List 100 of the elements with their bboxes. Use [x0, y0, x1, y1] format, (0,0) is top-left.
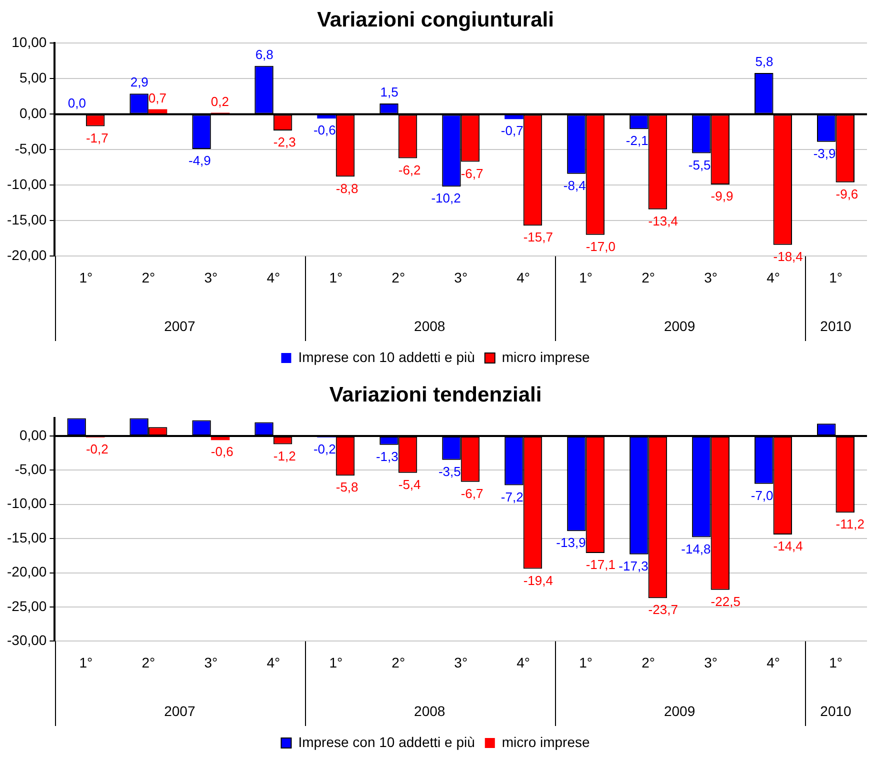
data-label: 0,7	[148, 90, 166, 106]
y-tick-label: -10,00	[6, 495, 47, 512]
data-label: -2,1	[626, 133, 648, 148]
data-label: -18,4	[773, 248, 803, 264]
data-label: -8,4	[563, 178, 586, 193]
x-tick-label: 1°	[79, 269, 93, 286]
data-label: -0,6	[313, 122, 336, 138]
x-tick-label: 1°	[829, 654, 842, 670]
x-tick-label: 4°	[516, 654, 530, 670]
x-tick-label: 4°	[266, 654, 280, 670]
chart-title: Variazioni congiunturali	[317, 8, 554, 32]
y-tick-label: -5,00	[14, 140, 47, 157]
data-label: -6,7	[460, 486, 484, 501]
x-tick-label: 4°	[766, 654, 780, 670]
data-label: -2,3	[273, 134, 296, 150]
data-label: -1,3	[376, 448, 398, 464]
text: 2007	[164, 702, 196, 719]
x-tick-label: 1°	[79, 654, 93, 670]
x-tick-label: 4°	[516, 269, 530, 286]
x-tick-label: 3°	[204, 269, 218, 286]
data-label: -6,2	[398, 162, 421, 178]
legend-label: Imprese con 10 addetti e più	[298, 734, 475, 750]
data-label: -13,9	[556, 535, 586, 550]
data-label: -22,5	[710, 594, 740, 609]
text: 2009	[664, 702, 696, 719]
data-label: -9,6	[836, 186, 858, 202]
y-tick-label: 0,00	[19, 105, 47, 122]
legend-label: Imprese con 10 addetti e più	[298, 348, 475, 365]
data-label: -8,8	[336, 180, 358, 196]
x-tick-label: 1°	[329, 654, 343, 670]
data-label: -5,4	[398, 477, 421, 492]
data-label: -0,2	[313, 441, 336, 456]
text: 2010	[820, 318, 852, 334]
data-label: -6,7	[460, 166, 484, 181]
y-tick-label: -15,00	[6, 212, 47, 228]
x-tick-label: 3°	[704, 269, 718, 286]
x-tick-label: 1°	[829, 269, 842, 286]
data-label: -19,4	[523, 572, 553, 588]
data-label: -7,0	[750, 488, 774, 503]
data-label: 0,2	[210, 94, 229, 109]
x-tick-label: 4°	[266, 269, 280, 286]
x-tick-label: 1°	[579, 269, 593, 286]
x-tick-label: 3°	[204, 654, 218, 670]
data-label: -23,7	[648, 602, 678, 618]
legend-label: micro imprese	[502, 734, 590, 750]
data-label: -4,9	[188, 153, 211, 168]
y-tick-label: 0,00	[19, 426, 47, 443]
chart-title: Variazioni tendenziali	[329, 383, 542, 406]
x-tick-label: 2°	[142, 654, 156, 670]
data-label: -0,2	[86, 441, 108, 456]
y-tick-label: 10,00	[12, 34, 47, 50]
data-label: -10,2	[431, 190, 461, 206]
x-tick-label: 4°	[766, 269, 780, 286]
data-label: -1,2	[273, 448, 296, 464]
data-label: -1,7	[86, 130, 108, 146]
x-tick-label: 2°	[392, 654, 406, 670]
x-tick-label: 1°	[579, 654, 593, 670]
y-tick-label: -15,00	[6, 529, 47, 546]
data-label: -9,9	[710, 188, 734, 204]
legend-label: micro imprese	[502, 348, 590, 365]
data-label: 2,9	[130, 74, 148, 90]
data-label: -5,8	[336, 480, 358, 495]
data-label: -14,8	[681, 541, 711, 556]
text: 2009	[664, 318, 696, 334]
data-label: -0,6	[210, 444, 234, 460]
data-label: -5,5	[688, 157, 711, 172]
y-tick-label: -5,00	[14, 461, 47, 478]
x-tick-label: 2°	[392, 269, 406, 286]
y-tick-label: -30,00	[6, 632, 47, 648]
x-tick-label: 2°	[142, 269, 156, 286]
data-label: 6,8	[255, 47, 274, 62]
data-label: -15,7	[523, 230, 553, 245]
data-label: -17,3	[618, 558, 648, 574]
x-tick-label: 2°	[642, 654, 655, 670]
data-label: -13,4	[648, 213, 678, 228]
data-label: -3,9	[813, 146, 836, 161]
x-tick-label: 3°	[704, 654, 718, 670]
x-tick-label: 1°	[329, 269, 343, 286]
y-tick-label: -20,00	[6, 247, 47, 264]
x-tick-label: 2°	[642, 269, 655, 286]
data-label: -3,5	[438, 464, 461, 480]
text: 2010	[820, 702, 852, 719]
y-tick-label: -20,00	[6, 564, 47, 580]
data-label: -14,4	[773, 538, 803, 554]
data-label: 1,5	[380, 84, 398, 100]
data-label: -11,2	[836, 516, 864, 532]
x-tick-label: 3°	[454, 269, 468, 286]
data-label: 5,8	[755, 54, 774, 70]
text: 2008	[414, 318, 446, 334]
text: 2007	[164, 318, 196, 334]
y-tick-label: -25,00	[6, 598, 47, 614]
data-label: -0,7	[500, 123, 524, 138]
x-tick-label: 3°	[454, 654, 468, 670]
y-tick-label: -10,00	[6, 176, 47, 192]
data-label: -17,1	[586, 557, 616, 572]
data-label: -17,0	[586, 238, 616, 254]
data-label: 0,0	[68, 95, 86, 110]
y-tick-label: 5,00	[19, 70, 47, 86]
data-label: -7,2	[500, 489, 524, 504]
text: 2008	[414, 702, 446, 719]
